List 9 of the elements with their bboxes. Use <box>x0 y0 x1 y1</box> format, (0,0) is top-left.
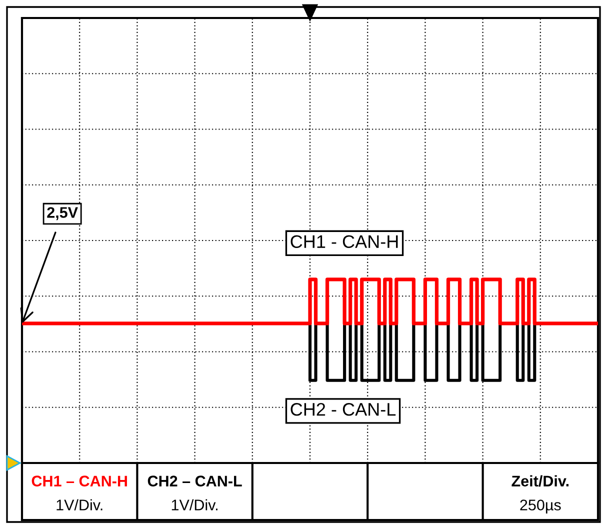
text: 250µs <box>520 500 561 514</box>
text: CH2 – CAN-L <box>148 476 242 486</box>
text: 1V/Div. <box>172 499 218 510</box>
text: 1V/Div. <box>56 499 102 510</box>
text: 2,5V <box>47 207 78 220</box>
text: CH1 – CAN-H <box>32 476 127 486</box>
text: Zeit/Div. <box>512 475 568 487</box>
series-label: CH1 - CAN-H <box>290 235 398 248</box>
series-label: CH2 - CAN-L <box>290 402 396 416</box>
